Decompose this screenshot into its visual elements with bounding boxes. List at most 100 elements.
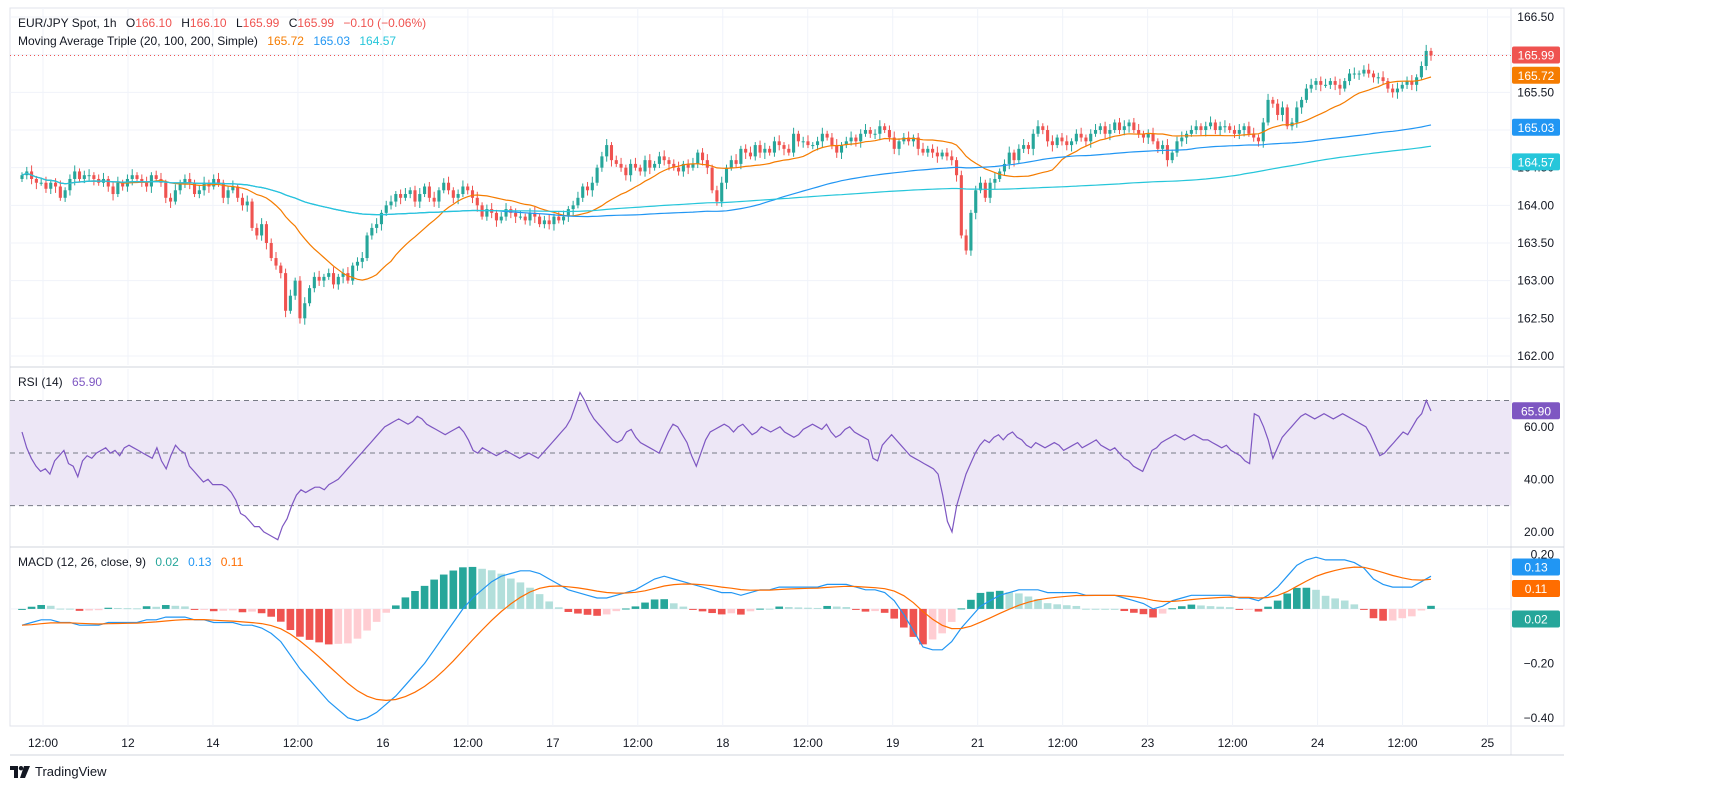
ma200-legend-value: 164.57: [359, 34, 397, 48]
macd-histogram-bar: [276, 608, 285, 622]
candle-body: [1132, 122, 1136, 131]
macd-histogram-bar: [1197, 605, 1205, 609]
macd-histogram-bar: [200, 608, 208, 610]
candle-body: [336, 276, 340, 285]
candle-body: [672, 163, 676, 168]
candle-body: [20, 175, 24, 179]
watermark-text: TradingView: [35, 764, 107, 779]
ma-legend: Moving Average Triple (20, 100, 200, Sim…: [18, 34, 402, 48]
macd-histogram-bar: [209, 608, 218, 612]
candle-body: [677, 167, 681, 172]
candle-body: [1367, 69, 1371, 74]
candle-body: [1256, 137, 1261, 142]
candle-body: [686, 163, 690, 168]
candle-body: [806, 141, 810, 146]
candle-body: [154, 175, 158, 179]
candle-body: [1343, 81, 1347, 89]
candle-body: [1410, 81, 1414, 85]
candle-body: [1017, 148, 1021, 161]
candle-body: [1050, 141, 1054, 146]
candle-body: [1271, 99, 1275, 104]
candle-body: [1242, 126, 1246, 131]
candle-body: [145, 182, 149, 187]
candle-body: [514, 212, 518, 217]
macd-histogram-bar: [1254, 608, 1263, 612]
candle-body: [355, 261, 360, 266]
candle-body: [68, 178, 72, 191]
candle-body: [1046, 130, 1050, 142]
candle-body: [1280, 107, 1284, 115]
candle-body: [739, 148, 743, 164]
candle-body: [681, 163, 685, 172]
macd-histogram-bar: [583, 608, 592, 615]
candle-body: [978, 182, 983, 191]
macd-histogram-bar: [928, 608, 937, 640]
candle-body: [408, 190, 412, 195]
tradingview-watermark[interactable]: TradingView: [10, 764, 107, 779]
candle-body: [149, 175, 153, 187]
candle-body: [1391, 88, 1395, 93]
candle-body: [1180, 137, 1184, 142]
candle-body: [1137, 130, 1141, 134]
candle-body: [1376, 77, 1380, 79]
candle-body: [1371, 73, 1376, 78]
macd-histogram-bar: [871, 608, 879, 612]
candle-body: [1213, 122, 1217, 131]
rsi-tick-label: 60.00: [1524, 420, 1554, 434]
candle-body: [1065, 141, 1069, 146]
candle-body: [897, 141, 901, 149]
candle-body: [700, 152, 705, 161]
macd-histogram-bar: [1101, 608, 1109, 610]
signal-value-tag: 0.11: [1525, 582, 1548, 596]
candle-body: [1060, 137, 1064, 142]
time-axis-label: 12: [121, 736, 135, 750]
macd-histogram-bar: [315, 608, 323, 643]
candle-body: [533, 212, 537, 217]
candle-body: [1347, 73, 1352, 82]
macd-histogram-bar: [305, 608, 314, 640]
macd-histogram-bar: [756, 608, 764, 610]
macd-histogram-bar: [478, 568, 486, 609]
candle-body: [1357, 73, 1361, 75]
macd-histogram-bar: [689, 608, 697, 610]
macd-histogram-bar: [727, 608, 736, 614]
macd-tick-label: 0.20: [1531, 547, 1555, 561]
price-tick-label: 166.50: [1517, 10, 1554, 24]
time-axis-label: 12:00: [283, 736, 313, 750]
candle-body: [1084, 137, 1088, 142]
candle-body: [1232, 130, 1237, 134]
macd-histogram-bar: [1369, 608, 1378, 619]
rsi-legend-label: RSI (14): [18, 375, 63, 389]
macd-histogram-bar: [1388, 608, 1397, 621]
macd-histogram-bar: [669, 603, 678, 609]
time-axis-label: 12:00: [1388, 736, 1418, 750]
candle-body: [590, 182, 594, 191]
candle-body: [744, 148, 748, 153]
candle-body: [312, 276, 316, 289]
candle-body: [1300, 99, 1304, 108]
macd-legend-label: MACD (12, 26, close, 9): [18, 555, 147, 569]
candle-body: [969, 212, 973, 251]
candle-body: [1074, 133, 1078, 142]
macd-histogram-bar: [123, 608, 132, 610]
time-axis-label: 12:00: [453, 736, 483, 750]
ma100-price-tag-bg: [1512, 118, 1560, 136]
macd-histogram-bar: [967, 599, 975, 609]
candle-body: [1247, 126, 1251, 134]
macd-histogram-bar: [1034, 598, 1042, 609]
macd-histogram-bar: [37, 604, 45, 609]
candle-body: [188, 178, 192, 183]
candle-body: [413, 190, 417, 202]
ma100-legend-value: 165.03: [313, 34, 351, 48]
candle-body: [667, 160, 671, 164]
candle-body: [729, 160, 733, 168]
macd-histogram-bar: [938, 608, 946, 634]
candle-body: [1070, 141, 1074, 146]
candle-body: [466, 186, 470, 191]
macd-histogram-bar: [1091, 608, 1100, 610]
candle-body: [557, 216, 561, 221]
macd-histogram-bar: [1225, 607, 1234, 609]
rsi-tick-label: 20.00: [1524, 525, 1554, 539]
macd-histogram-bar: [1120, 608, 1129, 612]
